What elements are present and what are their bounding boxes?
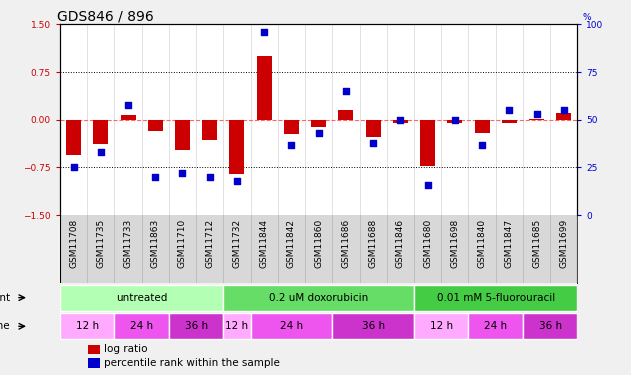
Bar — [557, 113, 571, 120]
Point — [123, 102, 133, 108]
Text: untreated: untreated — [116, 292, 167, 303]
Text: GSM11680: GSM11680 — [423, 219, 432, 268]
Text: GSM11863: GSM11863 — [151, 219, 160, 268]
Bar — [475, 120, 490, 132]
Text: GSM11860: GSM11860 — [314, 219, 323, 268]
Bar — [66, 120, 81, 155]
Bar — [223, 314, 251, 339]
Bar — [60, 285, 223, 310]
Text: GSM11688: GSM11688 — [369, 219, 377, 268]
Bar — [523, 314, 577, 339]
Text: 12 h: 12 h — [76, 321, 98, 331]
Bar — [284, 120, 299, 134]
Text: %: % — [582, 13, 591, 22]
Point — [368, 140, 378, 146]
Bar — [60, 314, 114, 339]
Bar — [121, 115, 136, 120]
Text: 36 h: 36 h — [184, 321, 208, 331]
Bar — [114, 314, 169, 339]
Text: percentile rank within the sample: percentile rank within the sample — [104, 358, 280, 368]
Bar — [468, 314, 523, 339]
Point — [341, 88, 351, 94]
Point — [69, 165, 79, 171]
Text: GSM11708: GSM11708 — [69, 219, 78, 268]
Bar — [414, 314, 468, 339]
Point — [395, 117, 405, 123]
Bar — [88, 358, 100, 368]
Bar — [333, 314, 414, 339]
Text: GSM11698: GSM11698 — [451, 219, 459, 268]
Point — [259, 29, 269, 35]
Text: 12 h: 12 h — [225, 321, 249, 331]
Bar — [365, 120, 380, 137]
Text: GSM11710: GSM11710 — [178, 219, 187, 268]
Text: GSM11686: GSM11686 — [341, 219, 350, 268]
Text: GSM11735: GSM11735 — [97, 219, 105, 268]
Bar — [230, 120, 244, 174]
Point — [504, 107, 514, 113]
Text: 36 h: 36 h — [362, 321, 385, 331]
Text: GSM11685: GSM11685 — [532, 219, 541, 268]
Point — [96, 149, 106, 155]
Text: 0.2 uM doxorubicin: 0.2 uM doxorubicin — [269, 292, 369, 303]
Text: time: time — [0, 321, 11, 331]
Bar — [393, 120, 408, 123]
Bar — [88, 345, 100, 354]
Bar — [202, 120, 217, 140]
Text: GSM11842: GSM11842 — [287, 219, 296, 268]
Point — [531, 111, 541, 117]
Text: 24 h: 24 h — [130, 321, 153, 331]
Text: GSM11732: GSM11732 — [232, 219, 242, 268]
Bar — [257, 56, 272, 120]
Point — [477, 142, 487, 148]
Text: GSM11733: GSM11733 — [124, 219, 133, 268]
Point — [314, 130, 324, 136]
Text: 24 h: 24 h — [484, 321, 507, 331]
Text: 0.01 mM 5-fluorouracil: 0.01 mM 5-fluorouracil — [437, 292, 555, 303]
Bar — [169, 314, 223, 339]
Bar — [311, 120, 326, 128]
Text: GSM11847: GSM11847 — [505, 219, 514, 268]
Point — [286, 142, 297, 148]
Text: GSM11699: GSM11699 — [559, 219, 569, 268]
Text: 36 h: 36 h — [539, 321, 562, 331]
Bar — [414, 285, 577, 310]
Point — [558, 107, 569, 113]
Point — [423, 182, 433, 188]
Bar — [175, 120, 190, 150]
Bar — [447, 120, 463, 123]
Text: GSM11712: GSM11712 — [205, 219, 214, 268]
Point — [232, 178, 242, 184]
Bar — [251, 314, 333, 339]
Bar — [338, 110, 353, 120]
Bar — [502, 120, 517, 123]
Text: 24 h: 24 h — [280, 321, 303, 331]
Text: GDS846 / 896: GDS846 / 896 — [57, 9, 154, 23]
Point — [177, 170, 187, 176]
Bar — [223, 285, 414, 310]
Point — [204, 174, 215, 180]
Text: agent: agent — [0, 292, 11, 303]
Point — [450, 117, 460, 123]
Text: log ratio: log ratio — [104, 345, 148, 354]
Text: GSM11846: GSM11846 — [396, 219, 405, 268]
Bar — [93, 120, 109, 144]
Bar — [529, 118, 544, 120]
Text: GSM11840: GSM11840 — [478, 219, 487, 268]
Bar — [420, 120, 435, 166]
Text: GSM11844: GSM11844 — [260, 219, 269, 268]
Bar — [148, 120, 163, 131]
Text: 12 h: 12 h — [430, 321, 453, 331]
Point — [150, 174, 160, 180]
